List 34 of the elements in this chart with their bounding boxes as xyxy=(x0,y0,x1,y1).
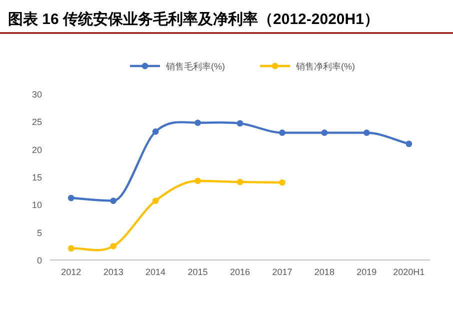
y-tick-label: 30 xyxy=(32,90,42,100)
point xyxy=(194,120,201,126)
x-tick-label: 2014 xyxy=(146,267,166,277)
chart-title: 图表 16 传统安保业务毛利率及净利率（2012-2020H1） xyxy=(8,10,379,28)
y-tick-label: 0 xyxy=(36,256,42,266)
y-tick-label: 10 xyxy=(32,200,42,210)
point xyxy=(110,198,117,204)
legend-label: 销售毛利率(%) xyxy=(165,62,225,72)
point xyxy=(194,178,201,184)
point xyxy=(279,130,286,136)
point xyxy=(279,179,286,186)
y-tick-label: 25 xyxy=(32,117,42,128)
point xyxy=(236,178,244,186)
point xyxy=(68,194,74,202)
point xyxy=(152,198,159,204)
point xyxy=(363,130,370,136)
point xyxy=(152,128,159,135)
point xyxy=(236,120,244,127)
x-tick-label: 2018 xyxy=(314,267,334,277)
x-tick-label: 2020H1 xyxy=(393,267,425,277)
x-tick-label: 2017 xyxy=(272,267,292,277)
point xyxy=(68,245,74,252)
point xyxy=(406,140,412,147)
x-tick-label: 2012 xyxy=(61,267,82,277)
x-tick-label: 2015 xyxy=(188,267,208,277)
y-tick-label: 5 xyxy=(36,228,42,238)
x-tick-label: 2019 xyxy=(356,267,377,277)
point xyxy=(321,130,328,136)
x-tick-label: 2013 xyxy=(103,267,124,277)
point xyxy=(110,242,117,250)
legend-label: 销售净利率(%) xyxy=(295,62,355,72)
y-tick-label: 15 xyxy=(32,172,42,182)
y-tick-label: 20 xyxy=(32,144,42,155)
x-tick-label: 2016 xyxy=(230,267,250,277)
